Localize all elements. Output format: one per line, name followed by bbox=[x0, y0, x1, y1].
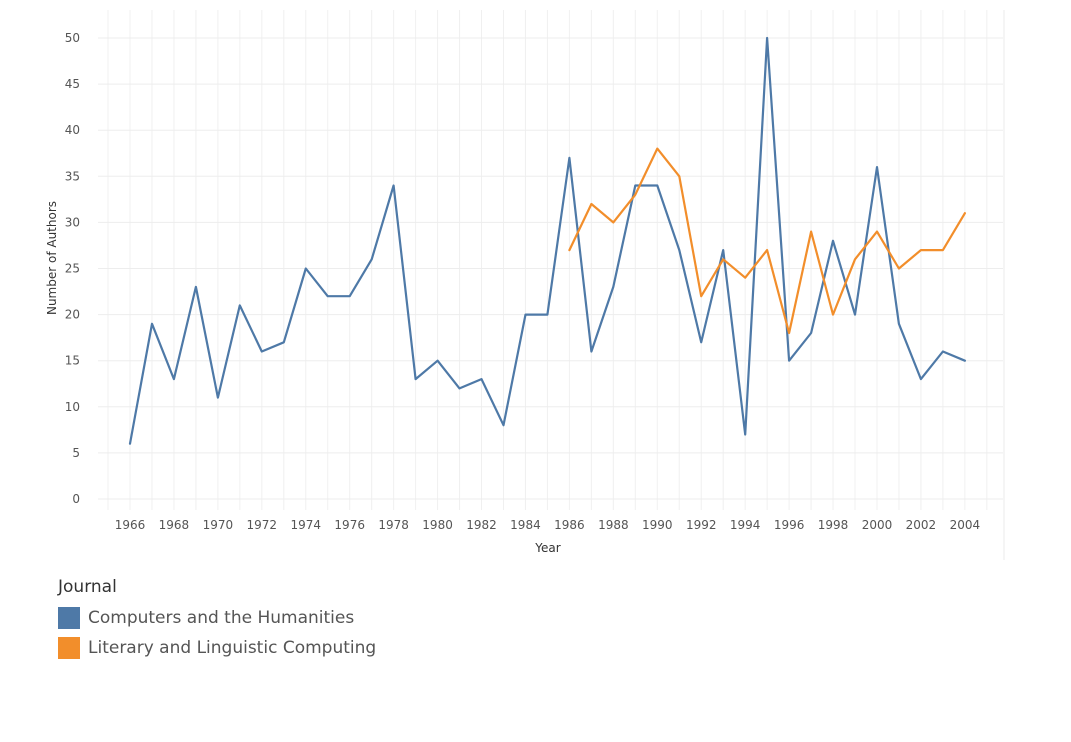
legend: Journal Computers and the Humanities Lit… bbox=[58, 577, 376, 663]
line-chart: 1966 1968 1970 1972 1974 1976 1978 1980 1982 1984… bbox=[45, 10, 1005, 560]
x-tick-label: 1996 bbox=[774, 518, 805, 532]
x-axis-ticks: 1966 1968 1970 1972 1974 1976 1978 1980 1982 1984… bbox=[115, 518, 980, 532]
y-tick-label: 15 bbox=[65, 354, 80, 368]
y-axis-ticks: 0 5 10 15 20 25 30 35 40 45 50 bbox=[65, 31, 80, 506]
x-tick-label: 2000 bbox=[862, 518, 893, 532]
legend-title: Journal bbox=[58, 577, 117, 597]
y-tick-label: 30 bbox=[65, 215, 80, 229]
y-tick-label: 0 bbox=[72, 492, 80, 506]
x-tick-label: 1974 bbox=[290, 518, 321, 532]
legend-swatch bbox=[58, 607, 80, 629]
plot-edge bbox=[1003, 10, 1005, 560]
x-tick-label: 1972 bbox=[247, 518, 278, 532]
x-tick-label: 1970 bbox=[203, 518, 234, 532]
legend-item-literary-linguistic[interactable]: Literary and Linguistic Computing bbox=[58, 633, 376, 663]
x-tick-label: 1992 bbox=[686, 518, 717, 532]
x-tick-label: 1982 bbox=[466, 518, 497, 532]
x-tick-label: 1980 bbox=[422, 518, 453, 532]
legend-label: Literary and Linguistic Computing bbox=[88, 638, 377, 658]
x-tick-label: 1968 bbox=[159, 518, 190, 532]
y-tick-label: 25 bbox=[65, 262, 80, 276]
y-tick-label: 50 bbox=[65, 31, 80, 45]
x-tick-label: 2004 bbox=[950, 518, 981, 532]
y-axis-title: Number of Authors bbox=[45, 201, 59, 315]
series-lines bbox=[128, 36, 967, 445]
y-tick-label: 35 bbox=[65, 169, 80, 183]
x-tick-label: 1986 bbox=[554, 518, 585, 532]
legend-swatch bbox=[58, 637, 80, 659]
x-tick-label: 1998 bbox=[818, 518, 849, 532]
series-line-literary-linguistic[interactable] bbox=[568, 147, 967, 335]
x-tick-label: 1990 bbox=[642, 518, 673, 532]
series-line-computers-humanities[interactable] bbox=[128, 36, 967, 445]
x-axis-title: Year bbox=[534, 541, 560, 555]
x-tick-label: 1988 bbox=[598, 518, 629, 532]
y-tick-label: 10 bbox=[65, 400, 80, 414]
y-tick-label: 20 bbox=[65, 308, 80, 322]
x-tick-label: 1966 bbox=[115, 518, 146, 532]
y-tick-label: 45 bbox=[65, 77, 80, 91]
legend-item-computers-humanities[interactable]: Computers and the Humanities bbox=[58, 603, 376, 633]
x-tick-label: 1994 bbox=[730, 518, 761, 532]
x-tick-label: 2002 bbox=[906, 518, 937, 532]
y-tick-label: 5 bbox=[72, 446, 80, 460]
x-tick-label: 1976 bbox=[334, 518, 365, 532]
x-tick-label: 1984 bbox=[510, 518, 541, 532]
legend-label: Computers and the Humanities bbox=[88, 608, 355, 628]
x-tick-label: 1978 bbox=[378, 518, 409, 532]
y-tick-label: 40 bbox=[65, 123, 80, 137]
